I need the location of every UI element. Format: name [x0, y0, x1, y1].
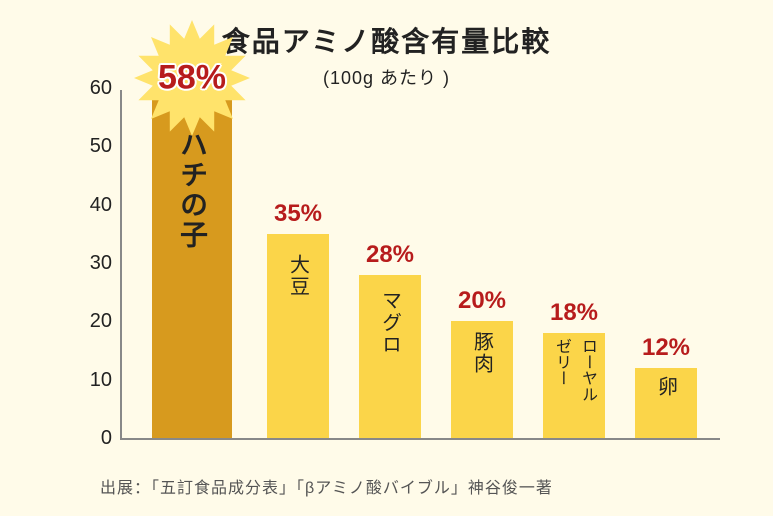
y-axis: 0102030405060 — [80, 90, 120, 440]
y-tick-label: 30 — [90, 252, 112, 275]
bar-label: 大豆 — [284, 254, 313, 298]
bar: マグロ28% — [359, 275, 421, 438]
starburst-badge: 58% — [132, 18, 252, 138]
bar: ハチの子58% — [152, 100, 232, 438]
plot-area: ハチの子58%大豆35%マグロ28%豚肉20%ローヤルゼリー18%卵12% — [120, 90, 720, 440]
y-tick-label: 50 — [90, 135, 112, 158]
bar-value: 12% — [642, 334, 690, 362]
y-tick-label: 40 — [90, 194, 112, 217]
chart-area: 0102030405060 ハチの子58%大豆35%マグロ28%豚肉20%ローヤ… — [80, 90, 720, 440]
bar: ローヤルゼリー18% — [543, 333, 605, 438]
bar-value: 20% — [458, 287, 506, 315]
bar-value: 35% — [274, 200, 322, 228]
chart-container: 食品アミノ酸含有量比較 (100g あたり ) 0102030405060 ハチ… — [0, 0, 773, 516]
bar-label: ハチの子 — [172, 130, 212, 250]
bar-label: 豚肉 — [468, 331, 497, 375]
bar: 豚肉20% — [451, 321, 513, 438]
bar-label: 卵 — [652, 376, 681, 398]
y-tick-label: 10 — [90, 369, 112, 392]
y-tick-label: 0 — [101, 427, 112, 450]
bar: 卵12% — [635, 368, 697, 438]
bar-value: 28% — [366, 241, 414, 269]
bar-label: ローヤルゼリー — [549, 338, 599, 402]
source-citation: 出展：「五訂食品成分表」「βアミノ酸バイブル」神谷俊一著 — [100, 474, 553, 498]
y-tick-label: 60 — [90, 77, 112, 100]
bar: 大豆35% — [267, 234, 329, 438]
bar-value: 18% — [550, 299, 598, 327]
bar-value-highlight: 58% — [158, 58, 226, 97]
bar-label: マグロ — [376, 290, 405, 356]
y-tick-label: 20 — [90, 310, 112, 333]
